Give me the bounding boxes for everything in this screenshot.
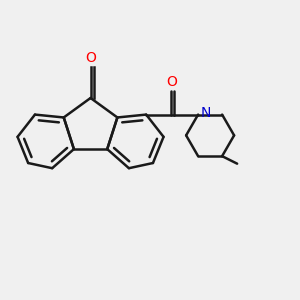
Text: O: O [166, 75, 177, 89]
Text: O: O [85, 50, 96, 64]
Text: N: N [200, 106, 211, 120]
